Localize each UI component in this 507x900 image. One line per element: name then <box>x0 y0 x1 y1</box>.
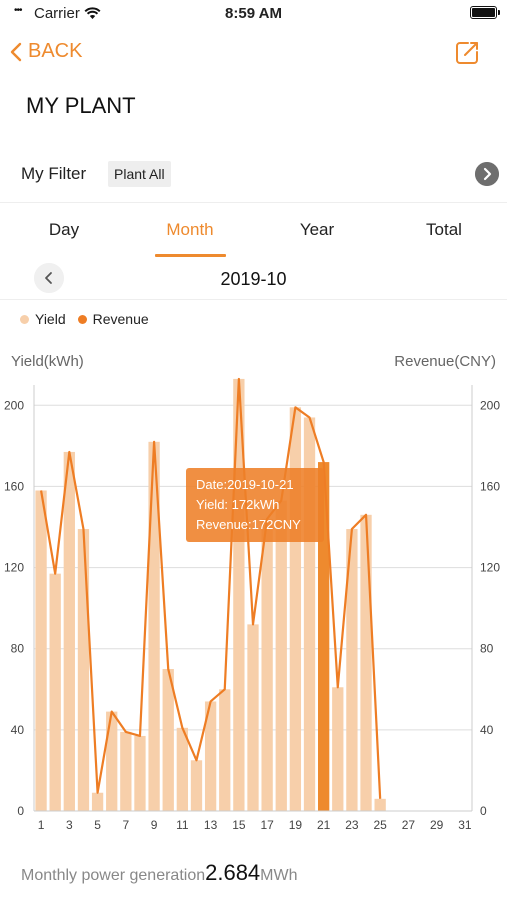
y2-tick-label: 80 <box>480 642 494 656</box>
legend-label-yield: Yield <box>35 311 66 327</box>
yield-bar <box>374 798 386 811</box>
legend-swatch-yield <box>20 314 29 324</box>
signal-icon <box>14 5 30 18</box>
summary-value: 2.684 <box>205 860 261 885</box>
revenue-line <box>39 377 382 799</box>
x-tick-label: 5 <box>94 818 101 832</box>
x-tick-label: 25 <box>373 818 387 832</box>
chart-legend: Yield Revenue <box>20 311 161 327</box>
legend-item-yield[interactable]: Yield <box>20 311 66 327</box>
x-tick-label: 9 <box>151 818 158 832</box>
x-tick-label: 21 <box>317 818 331 832</box>
status-time: 8:59 AM <box>225 5 282 22</box>
wifi-icon <box>84 7 101 19</box>
yield-bar <box>233 378 245 811</box>
yield-bar <box>303 417 316 811</box>
y-tick-label: 40 <box>11 723 25 737</box>
yield-bar <box>77 529 90 811</box>
filter-label: My Filter <box>21 164 87 183</box>
x-tick-label: 15 <box>232 818 246 832</box>
chart-tooltip: Date:2019-10-21 Yield: 172kWh Revenue:17… <box>186 468 324 542</box>
yield-bar <box>63 451 75 811</box>
y-axis-title: Yield(kWh) <box>11 353 84 370</box>
yield-bar <box>204 701 217 811</box>
yield-bar <box>134 735 146 811</box>
y2-tick-label: 160 <box>480 479 500 493</box>
x-tick-label: 29 <box>430 818 444 832</box>
y2-tick-label: 120 <box>480 561 500 575</box>
y2-tick-label: 40 <box>480 723 494 737</box>
filter-row[interactable]: My Filter Plant All <box>0 145 507 203</box>
x-tick-label: 1 <box>38 818 45 832</box>
x-tick-label: 31 <box>458 818 472 832</box>
summary-label: Monthly power generation <box>21 867 206 884</box>
yield-bar <box>219 689 231 811</box>
x-tick-label: 17 <box>260 818 274 832</box>
yield-bar <box>346 529 358 811</box>
tab-month[interactable]: Month <box>166 220 214 239</box>
x-tick-label: 27 <box>402 818 416 832</box>
x-tick-label: 11 <box>176 818 189 832</box>
yield-bar <box>35 490 47 811</box>
filter-chip[interactable]: Plant All <box>108 161 171 187</box>
tooltip-yield: Yield: 172kWh <box>196 497 280 512</box>
y-tick-label: 0 <box>17 804 24 818</box>
edit-icon[interactable] <box>453 39 481 67</box>
legend-label-revenue: Revenue <box>92 311 149 327</box>
yield-bar <box>106 711 118 811</box>
yield-bar <box>332 687 344 811</box>
y2-tick-label: 200 <box>480 398 500 412</box>
previous-month-button[interactable] <box>34 263 64 293</box>
chevron-right-icon[interactable] <box>475 162 499 186</box>
carrier-indicator: Carrier <box>14 5 101 22</box>
back-button[interactable]: BACK <box>10 40 82 63</box>
date-navigator: 2019-10 <box>0 258 507 300</box>
yield-bar <box>275 500 287 811</box>
yield-bar <box>49 573 61 811</box>
yield-bar <box>247 624 259 811</box>
tab-total[interactable]: Total <box>426 220 462 239</box>
nav-bar: BACK <box>0 34 507 74</box>
yield-bar <box>261 518 273 811</box>
y2-axis-title: Revenue(CNY) <box>394 353 496 370</box>
y2-tick-label: 0 <box>480 804 487 818</box>
yield-bar <box>91 792 104 811</box>
y-tick-label: 120 <box>4 561 24 575</box>
yield-bar <box>190 760 203 811</box>
tab-day[interactable]: Day <box>48 220 80 239</box>
tab-year[interactable]: Year <box>299 220 335 239</box>
x-tick-label: 23 <box>345 818 359 832</box>
x-tick-label: 7 <box>122 818 129 832</box>
legend-swatch-revenue <box>77 314 87 324</box>
monthly-summary: Monthly power generation 2.684 MWh <box>21 860 298 886</box>
legend-item-revenue[interactable]: Revenue <box>77 311 149 327</box>
battery-icon <box>470 6 500 19</box>
x-tick-label: 3 <box>66 818 73 832</box>
tooltip-date: Date:2019-10-21 <box>196 477 294 492</box>
y-tick-label: 200 <box>4 398 24 412</box>
page-title: MY PLANT <box>26 93 136 118</box>
y-tick-label: 80 <box>11 642 25 656</box>
x-tick-label: 13 <box>204 818 218 832</box>
yield-bar <box>317 462 330 811</box>
current-date: 2019-10 <box>220 269 287 289</box>
chevron-left-icon <box>10 42 22 61</box>
yield-bar <box>162 669 174 811</box>
x-tick-label: 19 <box>289 818 303 832</box>
status-bar: Carrier 8:59 AM <box>0 0 507 28</box>
yield-bar <box>148 441 160 811</box>
summary-unit: MWh <box>260 867 298 884</box>
yield-bar <box>120 731 132 811</box>
yield-bar <box>289 407 302 811</box>
yield-bar <box>360 514 372 811</box>
yield-bar <box>176 727 189 811</box>
period-tabs: Day Month Year Total <box>0 205 507 257</box>
y-tick-label: 160 <box>4 479 24 493</box>
back-label: BACK <box>28 40 83 62</box>
tooltip-revenue: Revenue:172CNY <box>196 517 301 532</box>
carrier-name: Carrier <box>34 5 80 22</box>
active-tab-indicator <box>155 254 226 257</box>
